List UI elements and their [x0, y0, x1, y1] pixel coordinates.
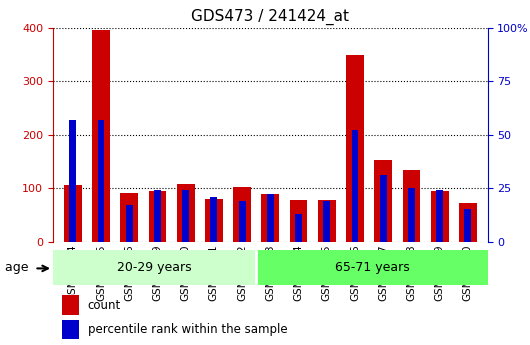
Bar: [61, 295, 79, 315]
Text: GDS473 / 241424_at: GDS473 / 241424_at: [191, 9, 349, 25]
Text: 20-29 years: 20-29 years: [117, 261, 192, 274]
Bar: [210, 197, 217, 241]
Bar: [154, 190, 161, 242]
Bar: [351, 130, 358, 242]
Bar: [261, 195, 279, 242]
Bar: [408, 188, 415, 241]
Bar: [267, 195, 274, 242]
Bar: [120, 193, 138, 242]
Text: 65-71 years: 65-71 years: [334, 261, 409, 274]
Text: count: count: [88, 299, 121, 312]
Bar: [295, 214, 302, 242]
FancyBboxPatch shape: [53, 250, 256, 285]
Bar: [92, 30, 110, 242]
Bar: [374, 160, 392, 242]
Bar: [436, 190, 443, 242]
Bar: [176, 184, 195, 242]
Bar: [148, 191, 166, 242]
Bar: [98, 120, 104, 242]
Bar: [431, 191, 448, 242]
Text: percentile rank within the sample: percentile rank within the sample: [88, 323, 287, 336]
Bar: [323, 201, 330, 242]
Bar: [379, 175, 387, 241]
Text: age: age: [5, 261, 33, 274]
Bar: [459, 203, 477, 241]
Bar: [64, 185, 82, 242]
Bar: [205, 199, 223, 242]
Bar: [318, 200, 335, 242]
Bar: [464, 209, 471, 242]
Bar: [182, 190, 189, 242]
Bar: [402, 170, 420, 242]
Bar: [238, 201, 245, 242]
Bar: [69, 120, 76, 242]
Bar: [126, 205, 132, 241]
FancyBboxPatch shape: [256, 250, 488, 285]
Bar: [233, 187, 251, 241]
Bar: [289, 200, 307, 242]
Bar: [346, 56, 364, 242]
Bar: [61, 320, 79, 339]
